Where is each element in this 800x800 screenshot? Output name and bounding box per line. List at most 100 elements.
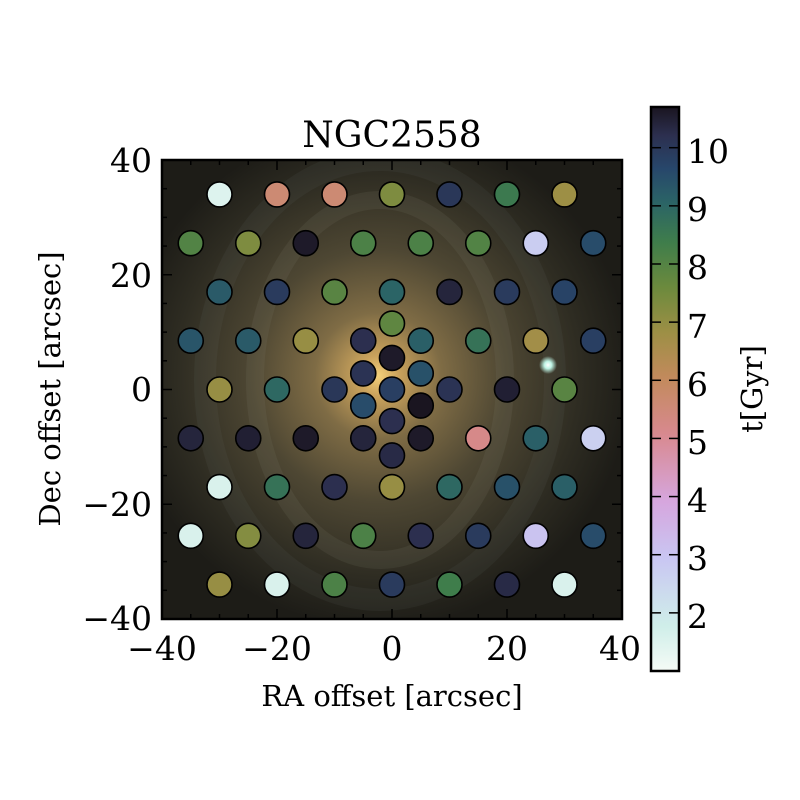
data-point [378,442,406,469]
data-point [579,424,607,452]
data-point [292,522,320,550]
data-point [464,327,492,355]
data-point [551,571,578,598]
x-tick-label: −40 [127,629,197,668]
x-tick-label: −20 [242,629,312,668]
chart-title: NGC2558 [302,115,481,156]
data-point [234,522,262,550]
y-axis-label: Dec offset [arcsec] [33,251,67,526]
colorbar-ticks [651,146,679,614]
data-point [551,473,578,501]
x-tick-label: 40 [599,629,641,668]
data-point [407,229,435,257]
data-point [321,473,348,501]
data-point [493,473,521,501]
colorbar-tick-label: 9 [687,190,708,229]
data-point [522,424,550,452]
data-point [464,424,492,452]
data-point [436,376,463,403]
y-tick-label: −40 [82,599,152,638]
data-point [349,360,377,387]
data-point [407,360,435,387]
data-point [436,571,463,598]
scatter-markers [177,181,607,598]
data-point [493,571,521,598]
colorbar-tick-label: 2 [687,597,708,636]
data-point [292,327,320,355]
colorbar-tick-label: 6 [687,365,708,404]
axis-ticks [161,159,623,620]
data-point [464,229,492,257]
data-point [177,522,205,550]
data-point [464,522,492,550]
data-point [579,229,607,257]
data-point [407,424,435,452]
y-tick-label: 40 [110,141,152,180]
data-point [378,310,406,337]
data-point [206,278,233,306]
data-point [407,327,435,355]
data-point [349,229,377,257]
y-tick-label: 20 [110,256,152,295]
data-point [206,376,233,403]
data-point [378,344,406,372]
data-point [579,522,607,550]
data-point [378,278,406,306]
data-point [579,327,607,355]
data-point [206,571,233,598]
colorbar-tick-label: 7 [687,307,708,346]
colorbar-tick-label: 5 [687,423,708,462]
data-point [321,181,348,208]
data-point [349,424,377,452]
data-point [206,181,233,208]
data-point [349,522,377,550]
data-point [551,278,578,306]
y-tick-label: −20 [82,485,152,524]
colorbar-tick-label: 3 [687,539,708,578]
data-point [436,278,463,306]
colorbar-tick-label: 8 [687,248,708,287]
data-point [493,278,521,306]
x-tick-label: 0 [382,629,403,668]
data-point [321,278,348,306]
data-point [493,181,521,208]
data-point [321,376,348,403]
data-point [407,392,435,419]
data-point [234,327,262,355]
colorbar-label: t[Gyr] [735,345,769,433]
colorbar-tick-label: 10 [687,132,729,171]
data-point [522,327,550,355]
colorbar: 2 3 4 5 6 7 8 9 10 t[Gyr] [649,105,769,673]
data-point [263,278,291,306]
y-tick-label: 0 [131,370,152,409]
data-point [436,181,463,208]
data-point [378,571,406,598]
colorbar-gradient [649,105,681,673]
data-point [177,229,205,257]
data-point [292,229,320,257]
data-point [234,424,262,452]
data-point [378,473,406,501]
data-point [378,376,406,403]
data-point [522,522,550,550]
data-point [349,327,377,355]
data-point [263,473,291,501]
data-point [493,376,521,403]
data-point [551,376,578,403]
x-axis-label: RA offset [arcsec] [261,679,522,713]
data-point [378,407,406,435]
data-point [206,473,233,501]
data-point [436,473,463,501]
colorbar-tick-label: 4 [687,481,708,520]
data-point [177,327,205,355]
foreground-star [539,356,557,374]
data-point [263,376,291,403]
data-point [263,181,291,208]
data-point [292,424,320,452]
x-tick-label: 20 [486,629,528,668]
data-point [349,392,377,419]
data-point [263,571,291,598]
data-point [378,181,406,208]
data-point [321,571,348,598]
